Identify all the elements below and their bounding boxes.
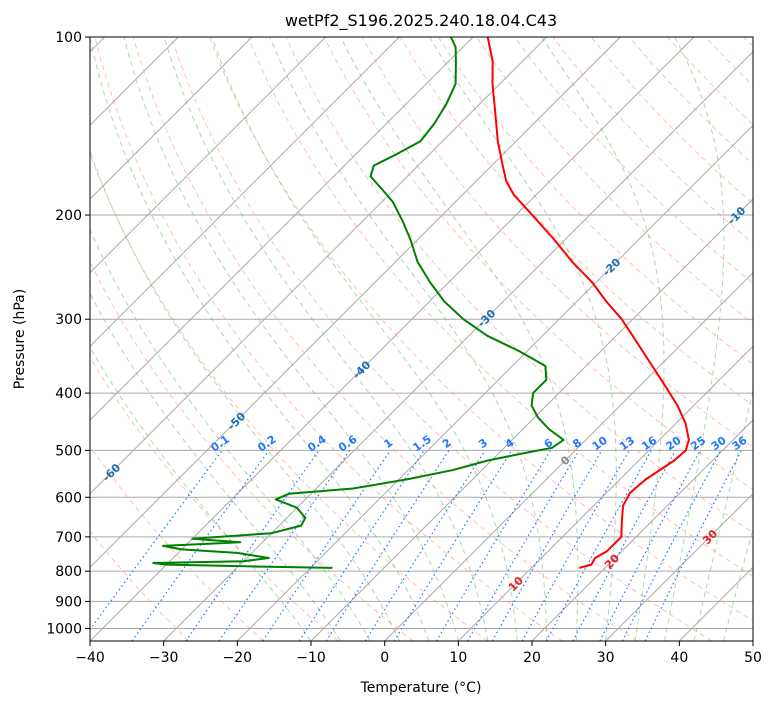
temperature-line: [486, 37, 690, 569]
dry-adiabat: [170, 37, 712, 641]
moist-adiabat: [211, 37, 518, 641]
y-tick-label: 200: [55, 208, 82, 224]
y-tick-label: 500: [55, 443, 82, 459]
y-tick-label: 700: [55, 530, 82, 546]
moist-adiabat: [163, 37, 489, 641]
isotherm-20: [531, 419, 753, 641]
isotherm--70: [90, 37, 474, 421]
dry-adiabat: [209, 37, 753, 622]
x-tick-label: 0: [380, 650, 389, 666]
dry-adiabat: [285, 37, 753, 534]
mixing-ratio-line: [364, 450, 486, 641]
dewpoint-line: [152, 37, 565, 569]
isotherm--60: [90, 37, 548, 495]
mixing-ratio-line: [393, 450, 513, 641]
mixing-ratio-line: [435, 450, 552, 641]
mixing-ratio-line: [325, 450, 450, 641]
y-axis-label: Pressure (hPa): [12, 289, 28, 389]
y-tick-label: 400: [55, 386, 82, 402]
x-tick-label: 30: [597, 650, 615, 666]
y-tick-label: 800: [55, 564, 82, 580]
isotherm--100: [90, 37, 253, 200]
mixing-ratio-line: [545, 450, 652, 641]
isotherm--90: [90, 37, 327, 274]
mixing-ratio-line: [572, 450, 677, 641]
y-tick-label: 900: [55, 594, 82, 610]
y-axis: 1000 900 800 700 600 500 400 300 200 100: [46, 30, 90, 637]
x-axis: −40 −30 −20 −10 0 10 20 30 40 50: [75, 641, 762, 666]
dry-adiabat: [90, 530, 190, 641]
plot-frame: [89, 36, 754, 642]
sounding-profiles: [152, 37, 690, 569]
x-axis-label: Temperature (°C): [360, 680, 482, 696]
x-tick-label: 20: [523, 650, 541, 666]
dry-adiabat: [247, 37, 753, 577]
moist-adiabat: [90, 228, 371, 641]
x-tick-label: −10: [296, 650, 326, 666]
dry-adiabat: [514, 37, 753, 284]
y-tick-label: 300: [55, 312, 82, 328]
isotherm--30: [163, 50, 753, 641]
isotherm-30: [605, 492, 753, 641]
mixing-ratio-line: [466, 450, 580, 641]
moist-adiabat: [90, 37, 430, 641]
moist-adiabat: [429, 37, 617, 641]
isotherm--80: [90, 37, 400, 348]
x-tick-label: 10: [449, 650, 467, 666]
mixing-ratio-line: [644, 450, 743, 641]
x-tick-label: 50: [744, 650, 762, 666]
moist-adiabat: [664, 37, 725, 641]
dry-adiabat: [90, 152, 488, 641]
moist-adiabat: [123, 37, 459, 641]
chart-title: wetPf2_S196.2025.240.18.04.C43: [285, 11, 557, 31]
x-tick-label: 40: [670, 650, 688, 666]
background-lines: [90, 37, 753, 641]
moist-adiabat: [90, 149, 400, 641]
moist-adiabat: [340, 37, 579, 641]
isotherm-0: [384, 271, 753, 641]
mixing-ratio-line: [218, 450, 351, 641]
x-tick-label: −20: [223, 650, 253, 666]
dry-adiabat: [90, 445, 264, 641]
plot-area-background: [90, 37, 753, 641]
y-tick-label: 1000: [46, 621, 82, 637]
isotherm--20: [236, 124, 753, 641]
mixing-ratio-line: [262, 450, 391, 641]
x-tick-label: −40: [75, 650, 105, 666]
y-tick-label: 100: [55, 30, 82, 46]
mixing-ratio-line: [185, 450, 320, 641]
y-tick-label: 600: [55, 490, 82, 506]
isotherm--40: [90, 37, 695, 641]
moist-adiabat: [541, 37, 665, 641]
moist-adiabat: [90, 346, 312, 641]
dry-adiabat: [90, 260, 414, 641]
isotherm-10: [457, 345, 753, 641]
isotherm--50: [90, 37, 621, 569]
dry-adiabat: [399, 37, 753, 407]
mixing-ratio-line: [298, 450, 425, 641]
x-tick-label: −30: [149, 650, 179, 666]
